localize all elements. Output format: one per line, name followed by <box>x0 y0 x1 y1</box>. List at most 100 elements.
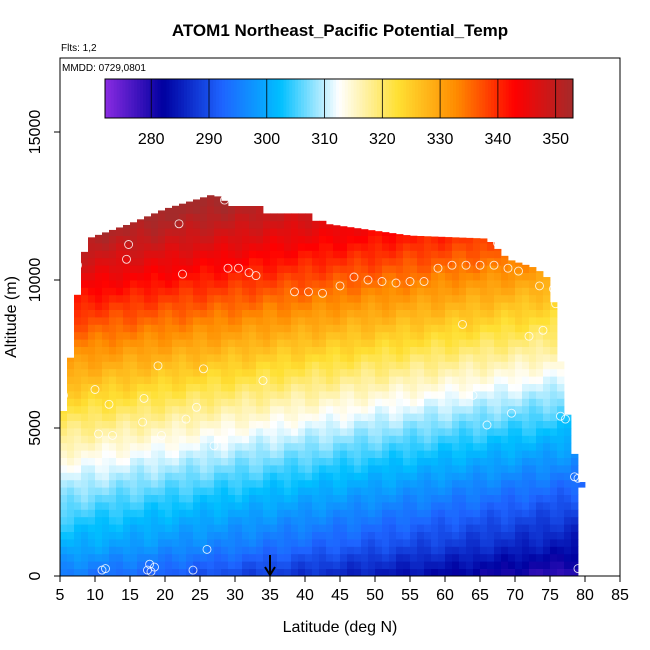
heatmap-cell <box>207 228 215 236</box>
heatmap-cell <box>389 553 397 562</box>
heatmap-cell <box>501 255 509 259</box>
heatmap-cell <box>529 391 537 399</box>
heatmap-cell <box>522 509 530 518</box>
heatmap-cell <box>354 235 362 244</box>
heatmap-cell <box>172 354 180 362</box>
heatmap-cell <box>193 324 201 333</box>
heatmap-cell <box>445 509 453 518</box>
heatmap-cell <box>501 465 509 473</box>
heatmap-cell <box>207 391 215 399</box>
heatmap-cell <box>165 516 173 525</box>
heatmap-cell <box>417 457 425 466</box>
heatmap-cell <box>333 317 341 325</box>
heatmap-cell <box>536 539 544 547</box>
heatmap-cell <box>116 465 124 473</box>
heatmap-cell <box>522 472 530 481</box>
heatmap-cell <box>396 309 404 318</box>
heatmap-cell <box>431 420 439 429</box>
heatmap-cell <box>319 287 327 296</box>
heatmap-cell <box>326 361 334 370</box>
heatmap-cell <box>270 213 278 222</box>
heatmap-cell <box>466 376 474 384</box>
heatmap-cell <box>193 250 201 259</box>
heatmap-cell <box>543 531 551 540</box>
heatmap-cell <box>543 450 551 458</box>
heatmap-cell <box>375 294 383 303</box>
heatmap-cell <box>333 368 341 377</box>
heatmap-cell <box>130 294 138 303</box>
heatmap-cell <box>333 235 341 244</box>
heatmap-cell <box>172 294 180 303</box>
heatmap-cell <box>109 235 117 244</box>
heatmap-cell <box>326 280 334 288</box>
heatmap-cell <box>81 465 89 473</box>
heatmap-cell <box>298 435 306 444</box>
heatmap-cell <box>130 487 138 495</box>
colorbar-segment <box>444 79 448 118</box>
heatmap-cell <box>179 361 187 370</box>
heatmap-cell <box>200 235 208 244</box>
heatmap-cell <box>109 539 117 547</box>
heatmap-cell <box>186 324 194 333</box>
heatmap-cell <box>193 509 201 518</box>
heatmap-cell <box>158 516 166 525</box>
heatmap-cell <box>158 457 166 466</box>
heatmap-cell <box>95 287 103 296</box>
heatmap-cell <box>130 235 138 244</box>
heatmap-cell <box>151 435 159 444</box>
heatmap-cell <box>396 494 404 503</box>
colorbar-segment <box>377 79 381 118</box>
heatmap-cell <box>277 220 285 229</box>
heatmap-cell <box>207 376 215 384</box>
heatmap-cell <box>487 494 495 503</box>
heatmap-cell <box>270 568 278 577</box>
heatmap-cell <box>354 435 362 444</box>
heatmap-cell <box>256 250 264 259</box>
heatmap-cell <box>242 383 250 392</box>
heatmap-cell <box>116 413 124 421</box>
heatmap-cell <box>452 302 460 310</box>
heatmap-cell <box>228 413 236 421</box>
heatmap-cell <box>193 561 201 569</box>
heatmap-cell <box>137 383 145 392</box>
heatmap-cell <box>354 405 362 414</box>
heatmap-cell <box>473 257 481 266</box>
heatmap-cell <box>375 361 383 370</box>
heatmap-cell <box>550 472 558 481</box>
colorbar-segment <box>441 79 445 118</box>
heatmap-cell <box>123 324 131 333</box>
heatmap-cell <box>249 568 257 577</box>
heatmap-cell <box>305 287 313 296</box>
heatmap-cell <box>158 250 166 259</box>
heatmap-cell <box>354 561 362 569</box>
heatmap-cell <box>459 280 467 288</box>
heatmap-cell <box>186 472 194 481</box>
heatmap-cell <box>431 502 439 510</box>
heatmap-cell <box>137 361 145 370</box>
heatmap-cell <box>256 280 264 288</box>
heatmap-cell <box>298 509 306 518</box>
heatmap-cell <box>284 376 292 384</box>
heatmap-cell <box>207 220 215 229</box>
heatmap-cell <box>361 346 369 355</box>
heatmap-cell <box>242 531 250 540</box>
observation-point <box>493 238 502 248</box>
heatmap-cell <box>543 457 551 466</box>
heatmap-cell <box>445 250 453 259</box>
heatmap-cell <box>60 435 68 444</box>
heatmap-cell <box>494 368 502 377</box>
heatmap-cell <box>200 324 208 333</box>
heatmap-cell <box>466 324 474 333</box>
heatmap-cell <box>74 302 82 310</box>
heatmap-cell <box>186 361 194 370</box>
heatmap-cell <box>361 361 369 370</box>
heatmap-cell <box>522 546 530 555</box>
heatmap-cell <box>298 220 306 229</box>
heatmap-cell <box>550 331 558 340</box>
heatmap-cell <box>361 472 369 481</box>
heatmap-cell <box>354 568 362 577</box>
heatmap-cell <box>382 339 390 347</box>
heatmap-cell <box>361 250 369 259</box>
heatmap-cell <box>158 213 166 222</box>
heatmap-cell <box>165 561 173 569</box>
